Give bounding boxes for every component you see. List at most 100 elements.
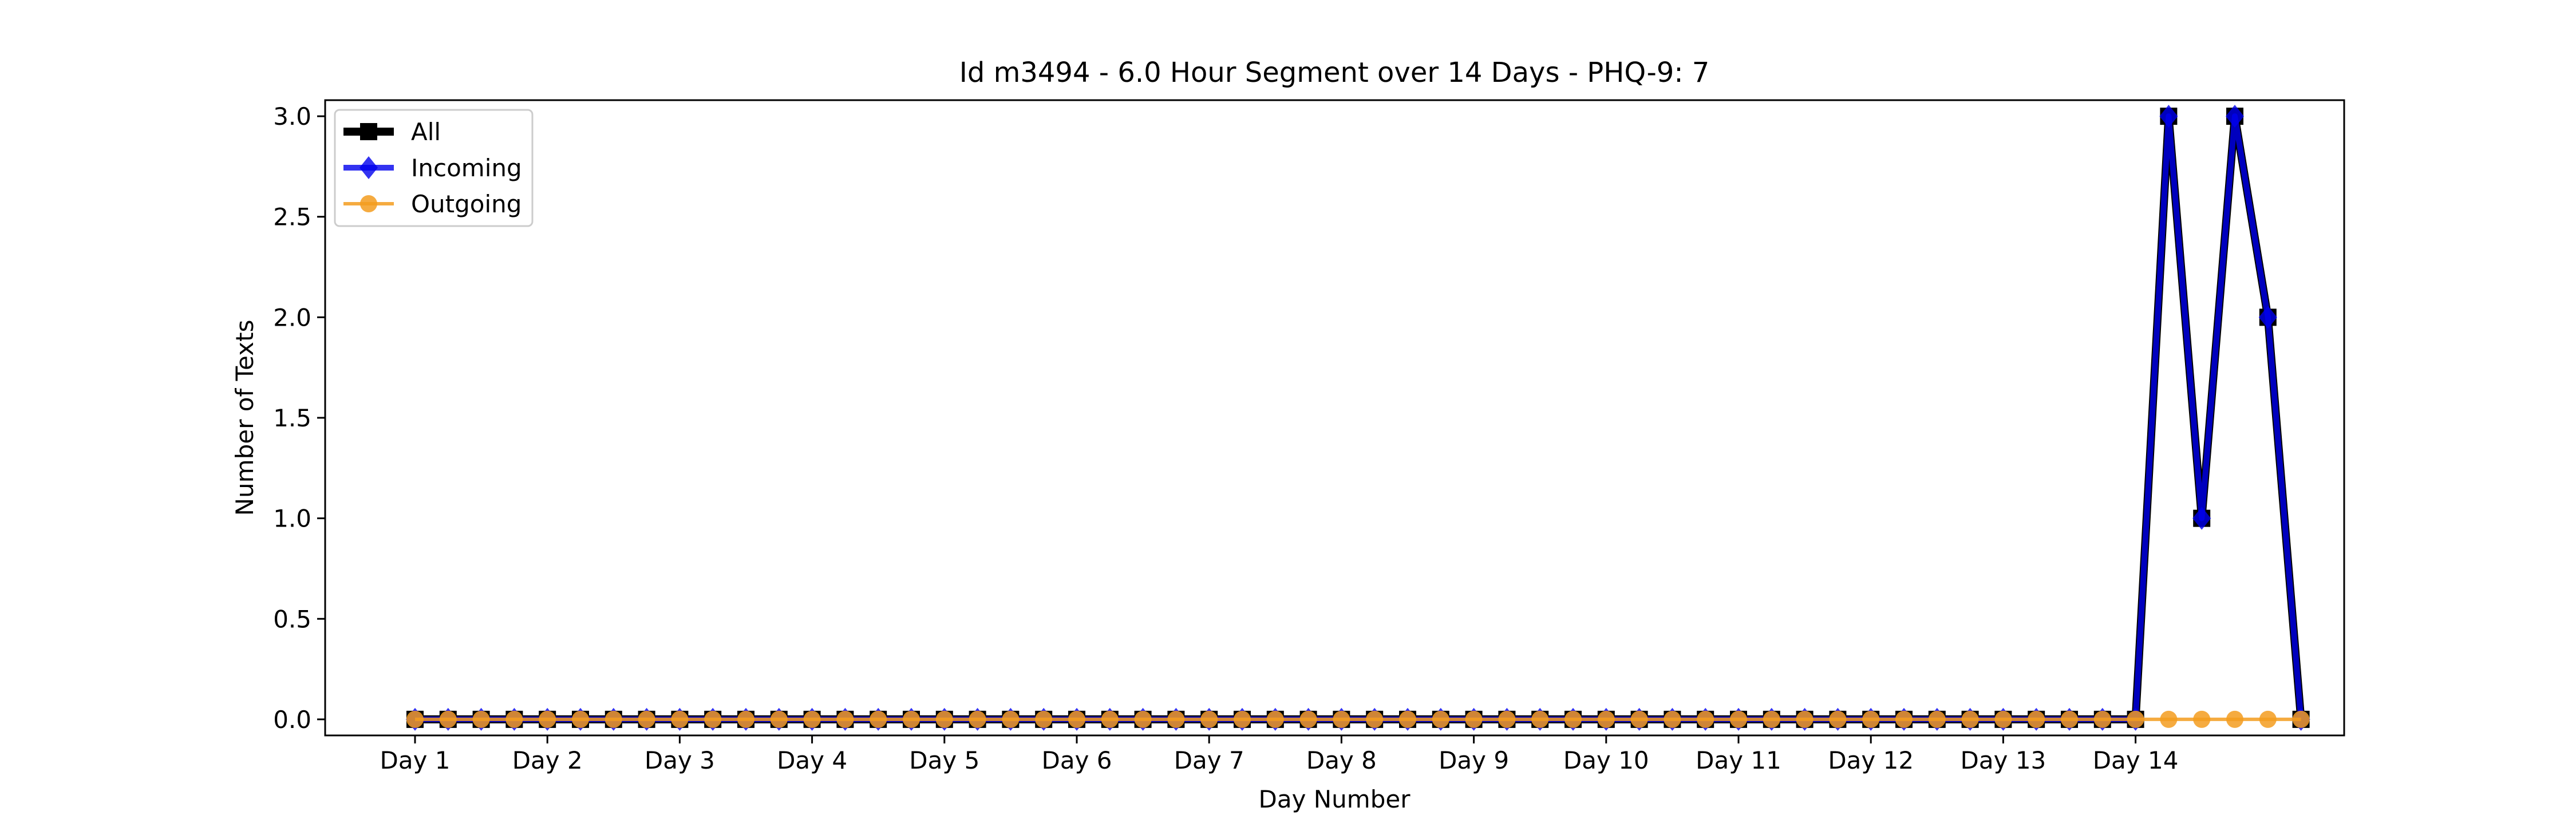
y-axis: 0.0 0.5 1.0 1.5 2.0 2.5 3.0 [273,102,325,734]
x-tick-label: Day 11 [1696,746,1781,774]
data-point-outgoing [2193,710,2211,728]
data-point-outgoing [1895,710,1913,728]
x-axis: Day 1 Day 2 Day 3 Day 4 Day 5 Day 6 Day 7 Day 8… [380,735,2178,774]
data-point-outgoing [2160,710,2178,728]
data-point-outgoing [770,710,788,728]
data-point-outgoing [1730,710,1747,728]
data-point-outgoing [472,710,490,728]
x-tick-label: Day 12 [1828,746,1914,774]
x-tick-label: Day 14 [2093,746,2179,774]
data-point-outgoing [505,710,523,728]
legend-item-all: All [343,118,441,146]
data-point-outgoing [1465,710,1483,728]
data-point-outgoing [1134,710,1152,728]
data-point-outgoing [2127,710,2144,728]
x-tick-label: Day 6 [1041,746,1112,774]
data-point-outgoing [2061,710,2078,728]
data-point-outgoing [638,710,655,728]
data-point-outgoing [572,710,589,728]
data-point-outgoing [1167,710,1185,728]
data-point-outgoing [2292,710,2310,728]
y-tick-label: 3.0 [273,102,311,130]
y-tick-label: 0.0 [273,706,311,734]
y-tick-label: 2.5 [273,203,311,231]
data-point-outgoing [1035,710,1053,728]
x-tick-label: Day 8 [1306,746,1377,774]
data-point-incoming [2192,507,2211,530]
data-point-incoming [2226,105,2244,128]
data-point-outgoing [1796,710,1814,728]
data-point-outgoing [1399,710,1416,728]
x-tick-label: Day 9 [1439,746,1509,774]
data-point-outgoing [1862,710,1880,728]
data-point-outgoing [1697,710,1714,728]
x-tick-label: Day 10 [1563,746,1649,774]
data-point-outgoing [1299,710,1317,728]
data-point-outgoing [1564,710,1582,728]
data-point-outgoing [605,710,622,728]
data-point-outgoing [539,710,556,728]
data-point-outgoing [2259,710,2277,728]
x-tick-label: Day 4 [777,746,847,774]
x-tick-label: Day 1 [380,746,450,774]
data-point-outgoing [406,710,424,728]
x-tick-label: Day 5 [909,746,979,774]
data-point-outgoing [1630,710,1648,728]
data-point-outgoing [870,710,887,728]
data-point-outgoing [1928,710,1946,728]
data-point-outgoing [836,710,854,728]
series-layer [406,105,2310,731]
data-point-outgoing [1101,710,1119,728]
data-point-outgoing [1531,710,1549,728]
data-point-outgoing [1829,710,1847,728]
data-point-outgoing [1597,710,1615,728]
data-point-outgoing [737,710,754,728]
x-axis-label: Day Number [1258,785,1411,813]
y-tick-label: 1.0 [273,505,311,533]
data-point-outgoing [969,710,986,728]
y-axis-label: Number of Texts [231,320,259,516]
data-point-outgoing [1498,710,1516,728]
legend: All Incoming Outgoing [334,109,534,227]
data-point-outgoing [1234,710,1251,728]
data-point-outgoing [2226,710,2243,728]
chart-title: Id m3494 - 6.0 Hour Segment over 14 Days… [959,57,1710,89]
data-point-outgoing [704,710,722,728]
data-point-outgoing [1961,710,1979,728]
data-point-outgoing [2093,710,2111,728]
x-tick-label: Day 13 [1961,746,2046,774]
data-point-outgoing [1002,710,1020,728]
data-point-outgoing [1763,710,1780,728]
data-point-outgoing [2028,710,2045,728]
y-tick-label: 1.5 [273,404,311,432]
data-point-outgoing [903,710,920,728]
legend-item-outgoing: Outgoing [343,190,521,218]
legend-marker-outgoing [360,195,377,212]
x-tick-label: Day 7 [1174,746,1244,774]
data-point-incoming [2159,105,2178,128]
data-point-outgoing [439,710,457,728]
legend-label: All [411,118,441,146]
legend-label: Incoming [411,154,522,182]
y-tick-label: 2.0 [273,303,311,331]
x-tick-label: Day 2 [512,746,583,774]
legend-item-incoming: Incoming [343,154,522,182]
data-point-incoming [2258,306,2277,329]
legend-marker-incoming [359,156,378,179]
data-point-outgoing [1432,710,1449,728]
legend-box [334,109,534,227]
data-point-outgoing [1664,710,1681,728]
data-point-outgoing [803,710,821,728]
data-point-outgoing [1200,710,1218,728]
data-point-outgoing [1994,710,2012,728]
legend-label: Outgoing [411,190,521,218]
data-point-outgoing [1068,710,1085,728]
data-point-outgoing [935,710,953,728]
series-outgoing [406,710,2310,728]
data-point-outgoing [1366,710,1384,728]
y-tick-label: 0.5 [273,605,311,633]
plot-area [324,99,2345,737]
legend-marker-all [360,123,377,140]
